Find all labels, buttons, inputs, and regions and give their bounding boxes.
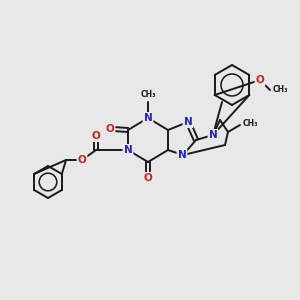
- Text: O: O: [144, 173, 152, 183]
- Text: O: O: [256, 75, 264, 85]
- Text: N: N: [124, 145, 132, 155]
- Text: CH₃: CH₃: [140, 90, 156, 99]
- Text: O: O: [78, 155, 86, 165]
- Text: CH₃: CH₃: [273, 85, 289, 94]
- Text: N: N: [178, 150, 186, 160]
- Text: N: N: [208, 130, 217, 140]
- Text: N: N: [184, 117, 192, 127]
- Text: O: O: [92, 131, 100, 141]
- Text: CH₃: CH₃: [243, 119, 259, 128]
- Text: O: O: [106, 124, 114, 134]
- Text: N: N: [144, 113, 152, 123]
